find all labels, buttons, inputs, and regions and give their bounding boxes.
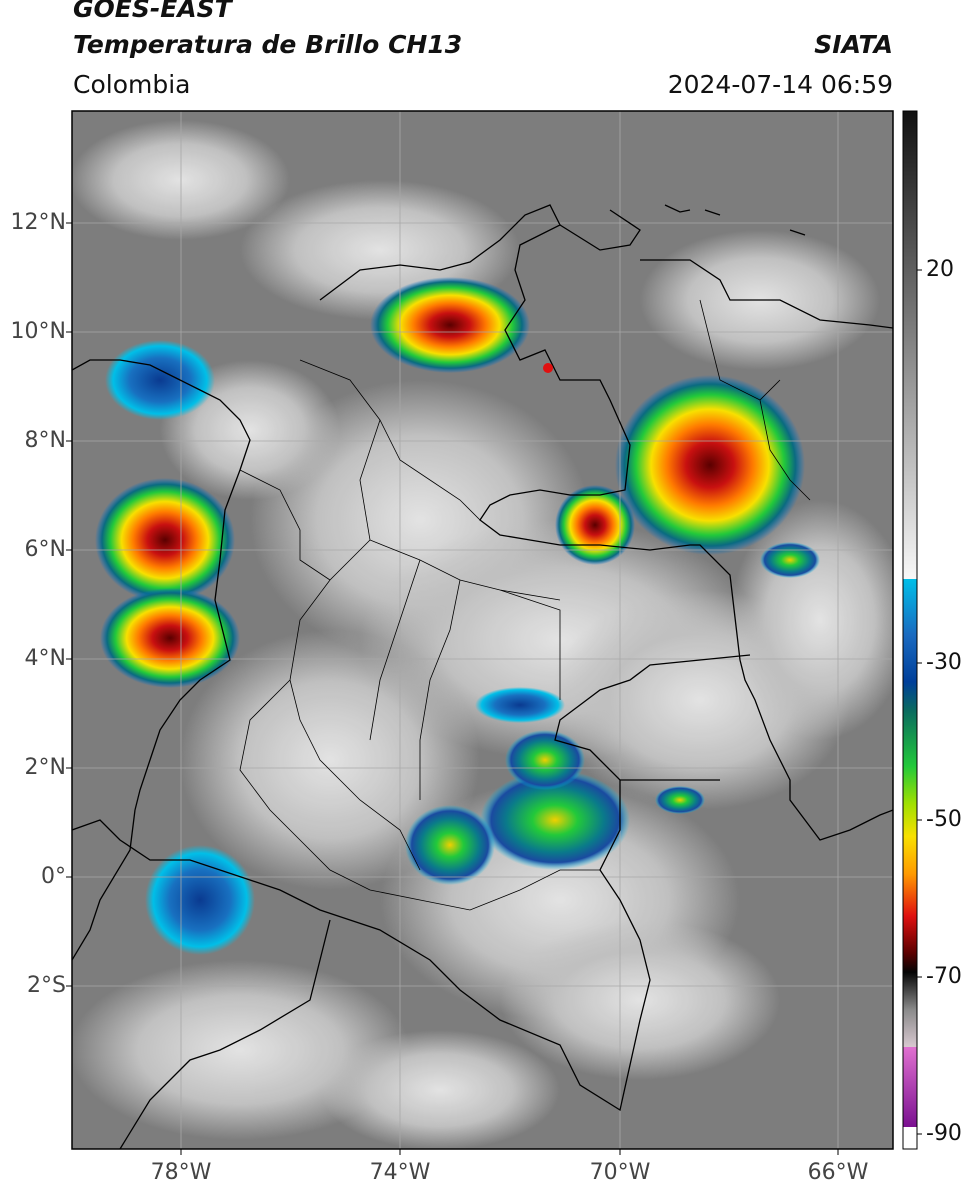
storm-cell-guaviare bbox=[480, 770, 630, 870]
storm-cell-ecuador bbox=[145, 845, 255, 955]
storm-cell-venezuela-east bbox=[760, 542, 820, 578]
storm-cell-caribbean bbox=[370, 277, 530, 373]
lat-label-12n: 12°N bbox=[10, 210, 66, 235]
lon-label-66w: 66°W bbox=[807, 1160, 869, 1185]
colorbar-purple-segment bbox=[903, 1047, 917, 1127]
storm-cell-meta bbox=[505, 730, 585, 790]
cloud-field bbox=[72, 120, 893, 1149]
storm-cell-pacific-north bbox=[95, 478, 235, 602]
colorbar-tick-minus50: -50 bbox=[926, 807, 962, 832]
region-label: Colombia bbox=[73, 70, 191, 99]
organization-label: SIATA bbox=[814, 30, 893, 59]
colorbar-cold-segment bbox=[903, 579, 917, 1047]
lon-label-70w: 70°W bbox=[589, 1160, 651, 1185]
islands bbox=[664, 204, 806, 236]
storm-cell-arauca bbox=[555, 485, 635, 565]
lon-label-78w: 78°W bbox=[150, 1160, 212, 1185]
department-boundaries bbox=[239, 359, 600, 911]
storm-cell-venezuela-north bbox=[615, 375, 805, 555]
country-borders bbox=[72, 204, 893, 1149]
venezuela-interior bbox=[699, 299, 811, 501]
colorbar-tick-20: 20 bbox=[926, 257, 954, 282]
colorbar-tick-minus70: -70 bbox=[926, 964, 962, 989]
small-storm-cell bbox=[543, 363, 553, 373]
colorbar-tick-minus90: -90 bbox=[926, 1121, 962, 1146]
colorbar-white-segment bbox=[903, 1127, 917, 1149]
colorbar-warm-segment bbox=[903, 111, 917, 579]
colorbar bbox=[902, 110, 922, 1150]
storm-cell-panama bbox=[105, 340, 215, 420]
convective-cells bbox=[95, 277, 820, 955]
lat-label-equator: 0° bbox=[41, 864, 66, 889]
lat-label-10n: 10°N bbox=[10, 319, 66, 344]
panama-venezuela-coast bbox=[559, 209, 893, 329]
lat-label-8n: 8°N bbox=[24, 428, 66, 453]
lat-label-2s: 2°S bbox=[27, 973, 66, 998]
datetime-label: 2024-07-14 06:59 bbox=[667, 70, 893, 99]
storm-cell-vaupes bbox=[405, 805, 495, 885]
colorbar-frame bbox=[902, 110, 918, 1150]
axis-ticks bbox=[66, 222, 839, 1155]
product-title: Temperatura de Brillo CH13 bbox=[73, 30, 463, 59]
lat-label-6n: 6°N bbox=[24, 537, 66, 562]
storm-cell-llanos bbox=[475, 687, 565, 723]
lat-label-4n: 4°N bbox=[24, 646, 66, 671]
storm-cell-amazonas-east bbox=[655, 786, 705, 814]
colombia-border bbox=[72, 204, 893, 1112]
storm-cell-pacific-south bbox=[100, 588, 240, 688]
lon-label-74w: 74°W bbox=[369, 1160, 431, 1185]
graticule bbox=[72, 111, 893, 1149]
satellite-title: GOES-EAST bbox=[73, 0, 232, 23]
lat-label-2n: 2°N bbox=[24, 755, 66, 780]
colorbar-tick-minus30: -30 bbox=[926, 650, 962, 675]
pacific-coast bbox=[72, 359, 251, 811]
map-frame bbox=[71, 110, 894, 1150]
ecuador-peru-border bbox=[72, 809, 331, 1149]
map-area bbox=[72, 111, 893, 1149]
